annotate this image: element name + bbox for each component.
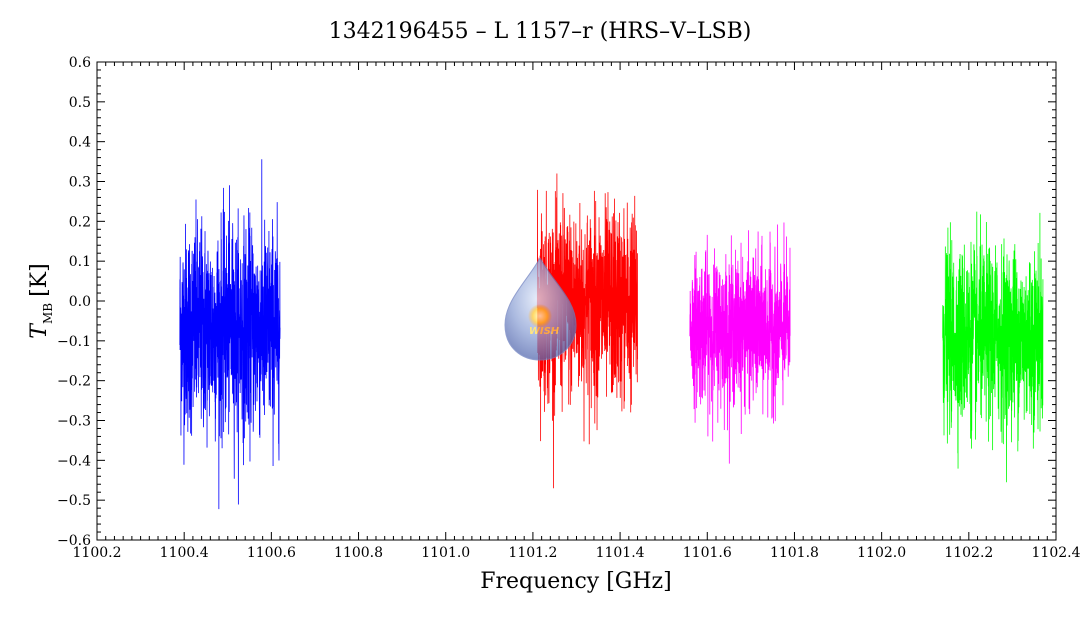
y-tick-label: 0.1: [69, 254, 91, 270]
x-tick-label: 1101.8: [770, 545, 819, 561]
x-tick-label: 1100.8: [334, 545, 383, 561]
y-tick-label: −0.6: [57, 533, 91, 549]
y-axis-title-sub: MB: [41, 303, 55, 324]
x-tick-label: 1101.4: [596, 545, 645, 561]
chart-title: 1342196455 – L 1157–r (HRS–V–LSB): [329, 19, 752, 44]
y-tick-label: −0.2: [57, 374, 91, 390]
watermark-text: WISH: [529, 326, 560, 337]
x-tick-label: 1101.6: [683, 545, 732, 561]
y-tick-label: 0.5: [69, 95, 91, 111]
spectrum-series-4: [942, 211, 1044, 483]
x-tick-label: 1101.2: [508, 545, 557, 561]
y-axis-title: TMB [K]: [27, 263, 55, 338]
y-axis-title-unit: [K]: [27, 263, 52, 297]
svg-text:TMB[K]: TMB [K]: [27, 263, 55, 338]
y-axis-title-main: T: [27, 322, 52, 339]
x-tick-label: 1100.6: [247, 545, 296, 561]
spectrum-series-3: [689, 222, 791, 464]
axes-layer: 1100.2 1100.4 1100.6 1100.8 1101.0 1101.2 1101…: [57, 55, 1080, 561]
x-tick-label: 1100.4: [160, 545, 209, 561]
x-tick-label: 1101.0: [421, 545, 470, 561]
y-tick-label: −0.1: [57, 334, 91, 350]
y-tick-label: −0.3: [57, 414, 91, 430]
y-tick-label: −0.5: [57, 493, 91, 509]
spectrum-series-1: [179, 159, 281, 510]
y-tick-label: 0.2: [69, 214, 91, 230]
x-tick-label: 1102.4: [1032, 545, 1080, 561]
y-tick-label: 0.0: [69, 294, 91, 310]
x-tick-label: 1102.2: [944, 545, 993, 561]
wish-watermark-logo: WISH: [504, 256, 577, 361]
y-tick-label: 0.6: [69, 55, 91, 71]
x-axis-title: Frequency [GHz]: [480, 569, 672, 594]
y-tick-label: 0.4: [69, 135, 91, 151]
x-tick-label: 1100.2: [73, 545, 122, 561]
x-tick-label: 1102.0: [857, 545, 906, 561]
y-tick-label: −0.4: [57, 453, 91, 469]
y-tick-label: 0.3: [69, 175, 91, 191]
